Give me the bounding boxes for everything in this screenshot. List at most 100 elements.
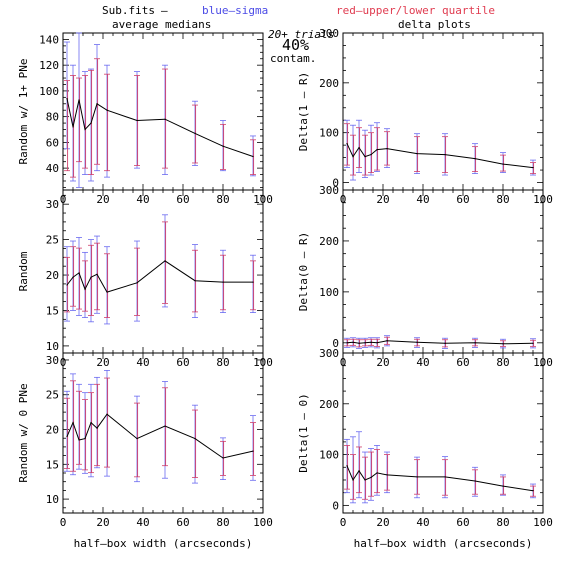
- x-tick-label: 20: [376, 516, 389, 529]
- x-tick-label: 0: [340, 516, 347, 529]
- x-tick-label: 0: [60, 516, 67, 529]
- x-axis-label-left: half–box width (arcseconds): [74, 537, 253, 550]
- median-point: [222, 145, 224, 147]
- y-tick-label: 140: [39, 33, 59, 46]
- median-point: [416, 341, 418, 343]
- median-point: [252, 450, 254, 452]
- y-tick-label: 100: [319, 127, 339, 140]
- header-blue-label: blue–sigma: [202, 4, 268, 17]
- y-tick-label: 120: [39, 59, 59, 72]
- plot-frame: [62, 32, 264, 191]
- median-point: [164, 260, 166, 262]
- plot-frame: [342, 32, 544, 191]
- y-tick-label: 25: [46, 234, 59, 247]
- x-tick-label: 20: [96, 516, 109, 529]
- median-point: [370, 476, 372, 479]
- contam-label: contam.: [270, 52, 316, 65]
- median-point: [252, 155, 254, 158]
- median-point: [346, 143, 348, 145]
- left-panel-title: average medians: [112, 18, 211, 31]
- y-tick-label: 300: [319, 184, 339, 197]
- y-tick-label: 40: [46, 162, 59, 175]
- median-point: [444, 154, 446, 156]
- median-point: [474, 480, 476, 482]
- x-tick-label: 60: [456, 516, 469, 529]
- median-point: [364, 156, 366, 158]
- plot-frame: [342, 352, 544, 514]
- y-tick-label: 100: [39, 85, 59, 98]
- x-tick-label: 80: [496, 356, 509, 369]
- panel-delta-1-0: 0 20 40 60 80 100 0 100 200 300 Delta(1 – 0): [297, 347, 553, 529]
- x-tick-label: 80: [496, 516, 509, 529]
- y-axis-label: Delta(1 – R): [297, 72, 310, 151]
- median-point: [164, 118, 166, 120]
- median-point: [96, 103, 98, 105]
- median-point: [72, 126, 74, 128]
- median-point: [96, 427, 98, 429]
- median-point: [352, 156, 354, 158]
- y-tick-label: 100: [319, 449, 339, 462]
- median-point: [352, 341, 354, 343]
- median-point: [72, 276, 74, 278]
- y-tick-label: 25: [46, 389, 59, 402]
- y-tick-label: 200: [319, 235, 339, 248]
- x-tick-label: 100: [533, 516, 553, 529]
- x-tick-label: 20: [96, 193, 109, 206]
- median-point: [532, 342, 534, 344]
- x-tick-label: 60: [176, 516, 189, 529]
- median-line: [66, 98, 254, 157]
- median-point: [90, 421, 92, 424]
- median-point: [194, 280, 196, 282]
- median-point: [66, 98, 68, 100]
- median-point: [222, 457, 224, 459]
- median-point: [376, 472, 378, 474]
- median-point: [444, 476, 446, 478]
- x-tick-label: 40: [136, 193, 149, 206]
- y-tick-label: 0: [332, 337, 339, 350]
- median-point: [376, 342, 378, 344]
- median-line: [66, 260, 253, 293]
- median-point: [346, 342, 348, 344]
- x-tick-label: 80: [216, 516, 229, 529]
- y-tick-label: 0: [332, 177, 339, 190]
- x-tick-label: 20: [376, 356, 389, 369]
- y-tick-label: 10: [46, 493, 59, 506]
- median-point: [78, 439, 80, 441]
- plot-frame: [342, 189, 544, 354]
- y-tick-label: 30: [46, 198, 59, 211]
- median-point: [136, 437, 138, 440]
- right-panel-title: delta plots: [398, 18, 471, 31]
- y-tick-label: 200: [319, 398, 339, 411]
- y-tick-label: 15: [46, 458, 59, 471]
- x-tick-label: 60: [176, 356, 189, 369]
- median-point: [502, 343, 504, 345]
- plot-frame: [62, 352, 264, 514]
- x-tick-label: 20: [376, 193, 389, 206]
- median-point: [358, 342, 360, 344]
- x-tick-label: 80: [216, 356, 229, 369]
- median-point: [502, 485, 504, 487]
- x-tick-label: 40: [136, 516, 149, 529]
- x-tick-label: 60: [456, 193, 469, 206]
- median-point: [386, 148, 388, 150]
- median-point: [78, 99, 80, 101]
- median-line: [66, 413, 254, 459]
- x-tick-label: 40: [136, 356, 149, 369]
- median-point: [532, 166, 534, 169]
- y-axis-label: Random w/ 1+ PNe: [17, 59, 30, 165]
- y-axis-label: Delta(0 – R): [297, 232, 310, 311]
- median-point: [370, 341, 372, 343]
- median-line: [346, 340, 534, 345]
- x-tick-label: 80: [216, 193, 229, 206]
- y-tick-label: 0: [332, 499, 339, 512]
- median-point: [222, 281, 224, 283]
- y-axis-label: Random: [17, 251, 30, 291]
- trials-label: 20+ trials: [268, 28, 334, 41]
- median-point: [444, 342, 446, 344]
- median-point: [72, 421, 74, 424]
- y-axis-label: Random w/ 0 PNe: [17, 383, 30, 482]
- panel-random-0: 0 20 40 60 80 100 10 15 20 25 30 Random w/ 0 PNe: [17, 352, 273, 529]
